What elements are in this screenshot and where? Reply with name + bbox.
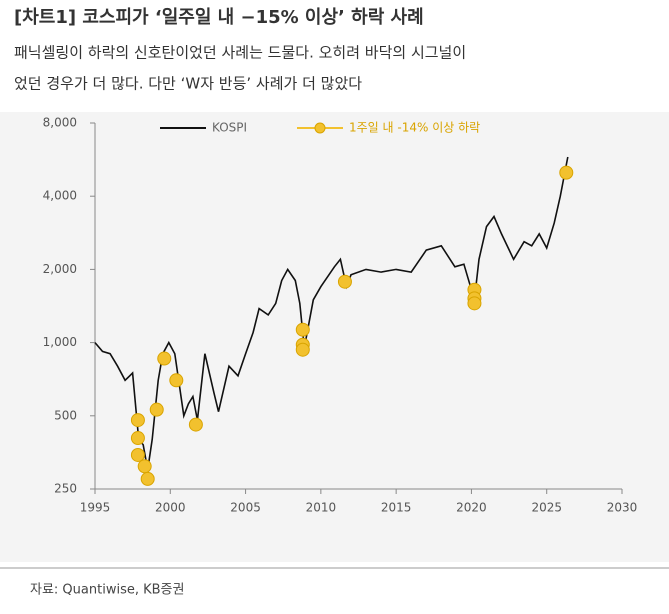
subtitle: 패닉셀링이 하락의 신호탄이었던 사례는 드물다. 오히려 바닥의 시그널이	[14, 44, 466, 62]
drop-marker	[559, 165, 574, 180]
drop-marker	[130, 413, 145, 428]
x-tick-label: 2025	[531, 501, 562, 515]
drop-marker	[467, 296, 482, 311]
y-tick-label: 4,000	[43, 189, 77, 203]
drop-marker	[295, 342, 310, 357]
drop-marker	[130, 431, 145, 446]
x-tick-label: 2005	[230, 501, 261, 515]
legend-label: KOSPI	[212, 121, 247, 135]
x-tick-label: 2030	[607, 501, 638, 515]
x-tick-label: 2020	[456, 501, 487, 515]
drop-marker	[130, 447, 145, 462]
chart-background	[0, 112, 669, 562]
legend-label: 1주일 내 -14% 이상 하락	[349, 121, 480, 135]
drop-marker	[137, 459, 152, 474]
y-tick-label: 2,000	[43, 262, 77, 276]
drop-marker	[149, 402, 164, 417]
drop-marker	[157, 351, 172, 366]
legend-marker	[314, 122, 326, 134]
source: 자료: Quantiwise, KB증권	[30, 583, 184, 598]
x-tick-label: 1995	[80, 501, 111, 515]
kospi-line	[94, 156, 569, 470]
drop-marker	[295, 322, 310, 337]
y-tick-label: 8,000	[43, 116, 77, 130]
subtitle: 었던 경우가 더 많다. 다만 ‘W자 반등’ 사례가 더 많았다	[14, 75, 362, 93]
x-tick-label: 2010	[306, 501, 337, 515]
y-tick-label: 1,000	[43, 335, 77, 349]
drop-marker	[188, 417, 203, 432]
x-tick-label: 2015	[381, 501, 412, 515]
drop-marker	[169, 373, 184, 388]
y-tick-label: 500	[54, 408, 77, 422]
chart-title: [차트1] 코스피가 ‘일주일 내 −15% 이상’ 하락 사례	[14, 7, 424, 28]
drop-marker	[140, 471, 155, 486]
y-tick-label: 250	[54, 482, 77, 496]
drop-marker	[337, 274, 352, 289]
x-tick-label: 2000	[155, 501, 186, 515]
